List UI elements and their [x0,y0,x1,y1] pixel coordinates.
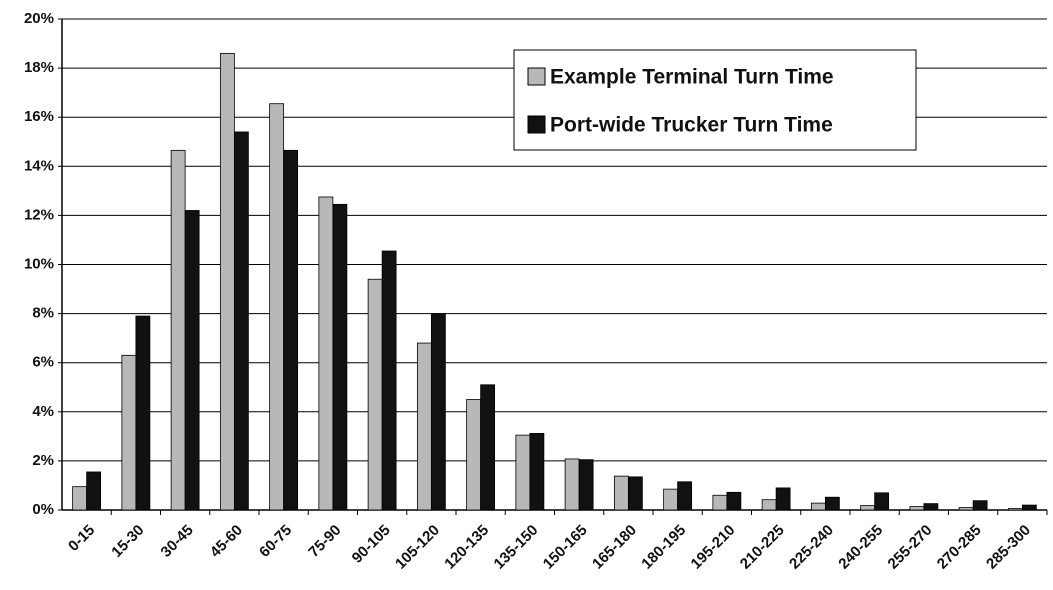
bar [578,459,594,511]
y-tick-label: 12% [24,206,54,223]
bar [712,494,728,511]
y-tick-label: 0% [32,501,54,518]
x-tick-label: 75-90 [305,522,344,561]
x-tick-label: 285-300 [983,522,1034,573]
x-tick-label: 105-120 [392,522,443,573]
bar [874,492,890,511]
y-tick-label: 20% [24,10,54,27]
bar [909,506,925,511]
bar [677,481,693,511]
x-tick-label: 15-30 [108,522,147,561]
x-tick-label: 165-180 [589,522,640,573]
x-tick-label: 0-15 [65,522,98,555]
bar [430,313,446,511]
x-tick-label: 180-195 [638,522,689,573]
bar [775,487,791,511]
legend-label: Example Terminal Turn Time [550,66,834,89]
y-tick-label: 2% [32,452,54,469]
bar [135,315,151,511]
y-tick-label: 18% [24,59,54,76]
bar [613,475,629,511]
y-tick-label: 4% [32,403,54,420]
legend-label: Port-wide Trucker Turn Time [550,114,833,137]
y-tick-label: 6% [32,354,54,371]
bar [515,434,531,511]
bar [923,503,939,511]
bar [824,496,840,511]
bar [466,399,482,511]
bar [332,203,348,511]
bar [318,196,334,511]
bar [627,476,643,511]
x-tick-label: 150-165 [540,522,591,573]
legend-swatch [527,115,546,134]
y-tick-label: 16% [24,108,54,125]
y-tick-label: 14% [24,157,54,174]
bar [381,250,397,511]
legend-swatch [527,67,546,86]
x-tick-label: 270-285 [934,522,985,573]
bar [170,149,186,511]
bar [761,499,777,511]
bar [1021,504,1037,511]
x-tick-label: 30-45 [158,522,197,561]
x-tick-label: 195-210 [688,522,739,573]
bar [86,471,102,511]
bar [416,342,432,511]
bar [663,488,679,511]
x-tick-label: 90-105 [349,522,394,567]
x-tick-label: 45-60 [207,522,246,561]
x-tick-label: 255-270 [885,522,936,573]
x-tick-label: 240-255 [835,522,886,573]
bar [958,507,974,511]
bar [233,131,249,511]
bar [564,458,580,511]
bar [726,491,742,511]
y-tick-label: 10% [24,255,54,272]
bar [529,433,545,511]
bar [283,149,299,511]
bar [72,486,88,511]
bar [219,52,235,511]
bar [860,505,876,511]
y-tick-label: 8% [32,305,54,322]
bar [184,210,200,511]
legend-box [513,49,917,151]
bar [367,278,383,511]
x-tick-label: 210-225 [737,522,788,573]
bar [269,103,285,511]
x-tick-label: 225-240 [786,522,837,573]
x-tick-label: 135-150 [491,522,542,573]
x-tick-label: 60-75 [256,522,295,561]
bar [972,500,988,511]
bar [480,384,496,511]
x-tick-label: 120-135 [441,522,492,573]
bar [121,354,137,511]
bar [1007,508,1023,511]
bar [810,502,826,511]
